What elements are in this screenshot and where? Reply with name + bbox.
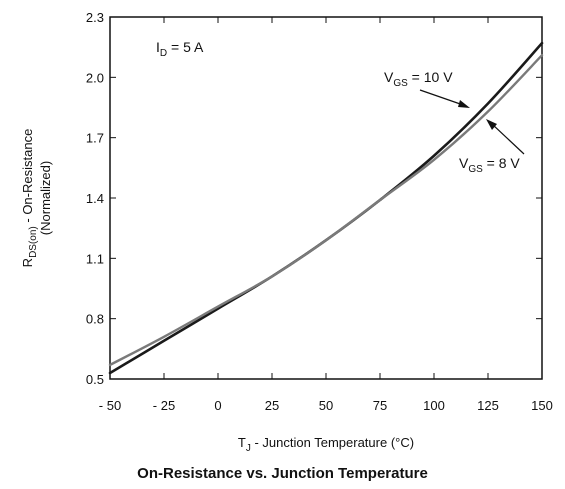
series-lines (108, 41, 544, 375)
y-tick-label: 0.8 (86, 312, 104, 327)
y-tick-label: 1.1 (86, 251, 104, 266)
x-axis-label: TJ - Junction Temperature (°C) (238, 435, 414, 454)
x-tick-label: 75 (373, 398, 387, 413)
arrow-vgs-10v (419, 89, 467, 107)
x-tick-label: 25 (265, 398, 279, 413)
y-tick-label: 0.5 (86, 372, 104, 387)
chart-caption: On-Resistance vs. Junction Temperature (137, 465, 428, 482)
series-line-vgs-10v (108, 41, 544, 375)
tick-marks (109, 16, 543, 380)
y-tick-label: 2.0 (86, 70, 104, 85)
y-axis-label-line2: (Normalized) (38, 161, 53, 235)
y-tick-label: 1.7 (86, 131, 104, 146)
arrowhead-vgs-10v (458, 100, 470, 108)
x-tick-label: - 50 (99, 398, 121, 413)
x-tick-label: 150 (531, 398, 553, 413)
x-tick-label: 0 (214, 398, 221, 413)
x-tick-label: 125 (477, 398, 499, 413)
x-tick-label: 50 (319, 398, 333, 413)
y-axis-label: RDS(on) - On-Resistance (20, 129, 39, 268)
tick-labels: - 50 - 25 0 25 50 75 100 125 150 0.5 0.8 1.1 1.4 1.7 2… (86, 10, 553, 413)
x-tick-label: - 25 (153, 398, 175, 413)
plot-frame (109, 16, 543, 380)
series-line-vgs-8v (108, 54, 544, 367)
y-tick-label: 2.3 (86, 10, 104, 25)
y-tick-label: 1.4 (86, 191, 104, 206)
arrowhead-vgs-8v (486, 119, 497, 130)
series-label-vgs-8v: VGS = 8 V (459, 155, 520, 175)
id-annotation: ID = 5 A (156, 39, 204, 59)
arrow-vgs-8v (491, 123, 525, 155)
chart: - 50 - 25 0 25 50 75 100 125 150 0.5 0.8 1.1 1.4 1.7 2… (20, 10, 553, 454)
series-label-vgs-10v: VGS = 10 V (384, 69, 453, 89)
x-tick-label: 100 (423, 398, 445, 413)
